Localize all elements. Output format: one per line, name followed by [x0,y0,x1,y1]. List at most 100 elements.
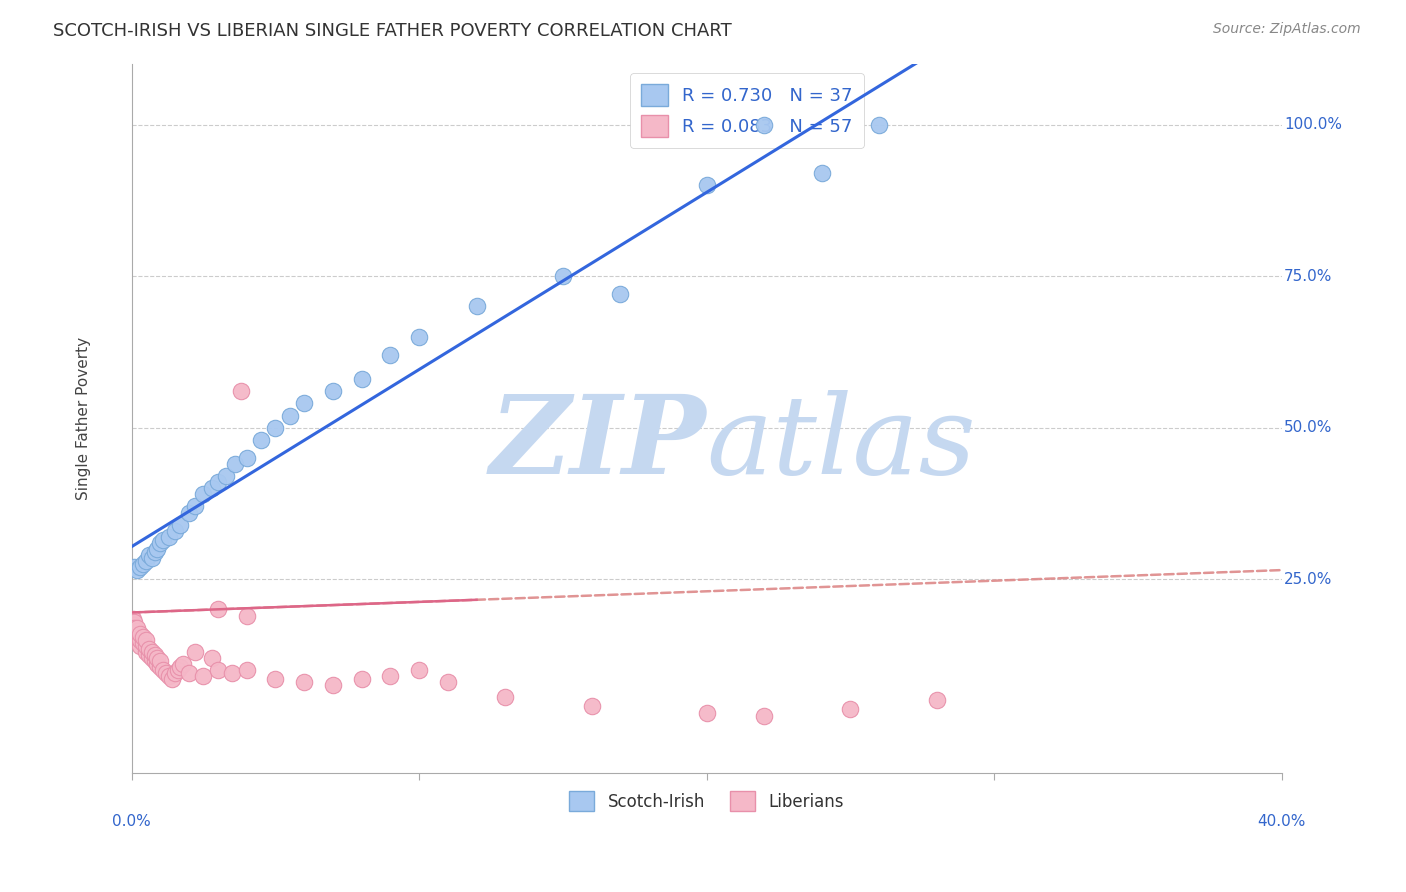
Point [292,396,315,410]
Point [221,666,243,681]
Point [224,457,246,471]
Point [163,524,186,538]
Point [141,651,163,665]
Point [157,669,180,683]
Point [138,648,160,662]
Point [193,669,215,683]
Point [350,372,373,386]
Point [129,560,152,574]
Point [138,548,160,562]
Point [149,536,172,550]
Point [609,287,631,301]
Point [132,630,155,644]
Point [380,669,402,683]
Point [138,641,160,656]
Point [408,330,430,344]
Point [129,626,152,640]
Point [292,675,315,690]
Point [132,636,155,650]
Point [152,663,174,677]
Legend: Scotch-Irish, Liberians: Scotch-Irish, Liberians [562,784,851,818]
Point [172,657,194,671]
Point [696,706,718,720]
Point [465,300,488,314]
Text: 0.0%: 0.0% [112,814,150,830]
Point [166,663,188,677]
Point [436,675,458,690]
Point [127,630,149,644]
Point [380,348,402,362]
Point [143,648,166,662]
Text: SCOTCH-IRISH VS LIBERIAN SINGLE FATHER POVERTY CORRELATION CHART: SCOTCH-IRISH VS LIBERIAN SINGLE FATHER P… [53,22,733,40]
Point [149,660,172,674]
Point [163,666,186,681]
Point [207,602,229,616]
Point [322,678,344,692]
Text: 50.0%: 50.0% [1284,420,1333,435]
Point [581,699,603,714]
Point [322,384,344,399]
Point [146,651,169,665]
Point [278,409,301,423]
Point [350,672,373,686]
Point [141,645,163,659]
Point [177,666,200,681]
Point [193,487,215,501]
Point [169,660,191,674]
Point [132,557,155,571]
Point [201,481,224,495]
Text: 100.0%: 100.0% [1284,117,1341,132]
Point [157,530,180,544]
Point [264,672,287,686]
Point [752,708,775,723]
Point [160,672,183,686]
Point [135,632,157,647]
Point [235,663,257,677]
Point [135,645,157,659]
Point [124,615,146,629]
Point [408,663,430,677]
Point [177,506,200,520]
Point [124,617,146,632]
Point [551,269,574,284]
Point [124,560,146,574]
Point [696,178,718,193]
Text: atlas: atlas [707,390,976,497]
Point [135,639,157,653]
Text: ZIP: ZIP [489,390,707,497]
Point [125,626,148,640]
Point [235,608,257,623]
Point [201,651,224,665]
Point [494,690,516,705]
Point [207,475,229,490]
Point [169,517,191,532]
Point [215,469,238,483]
Point [868,118,890,132]
Point [207,663,229,677]
Point [235,450,257,465]
Point [155,666,177,681]
Text: Source: ZipAtlas.com: Source: ZipAtlas.com [1213,22,1361,37]
Text: Single Father Poverty: Single Father Poverty [76,337,91,500]
Point [752,118,775,132]
Point [143,654,166,668]
Point [152,533,174,547]
Point [129,639,152,653]
Point [127,624,149,638]
Point [264,420,287,434]
Point [149,654,172,668]
Point [184,500,207,514]
Point [250,433,273,447]
Text: 40.0%: 40.0% [1257,814,1306,830]
Point [124,621,146,635]
Text: 75.0%: 75.0% [1284,268,1333,284]
Point [129,632,152,647]
Point [810,166,832,180]
Text: 25.0%: 25.0% [1284,572,1333,587]
Point [146,657,169,671]
Point [839,702,862,716]
Point [143,545,166,559]
Point [122,611,145,625]
Point [229,384,252,399]
Point [141,551,163,566]
